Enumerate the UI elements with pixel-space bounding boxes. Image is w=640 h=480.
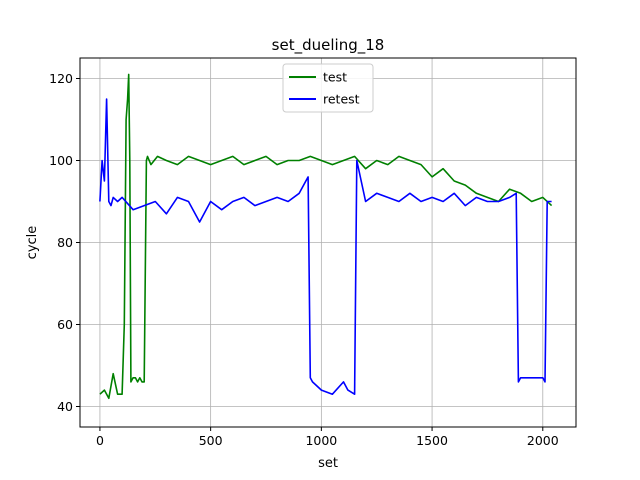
legend-label-test: test (323, 70, 347, 85)
y-axis-label: cycle (25, 226, 40, 260)
legend-label-retest: retest (323, 92, 360, 107)
y-tick-label: 100 (49, 153, 73, 168)
series-line-retest (99, 98, 552, 396)
legend: test retest (282, 63, 374, 113)
y-tick-label: 80 (57, 235, 73, 250)
y-tick-label: 60 (57, 317, 73, 332)
x-tick-label: 500 (199, 433, 223, 448)
axis-ticks: 0 500 1000 1500 2000 40 60 80 100 120 (49, 71, 559, 448)
x-tick-label: 1500 (416, 433, 448, 448)
series-lines (99, 73, 553, 400)
x-tick-label: 2000 (527, 433, 559, 448)
series-line-test (99, 73, 553, 400)
x-axis-label: set (318, 456, 338, 471)
x-tick-label: 0 (96, 433, 104, 448)
y-tick-label: 120 (49, 71, 73, 86)
y-tick-label: 40 (57, 399, 73, 414)
x-tick-label: 1000 (305, 433, 337, 448)
chart-title: set_dueling_18 (272, 36, 385, 55)
